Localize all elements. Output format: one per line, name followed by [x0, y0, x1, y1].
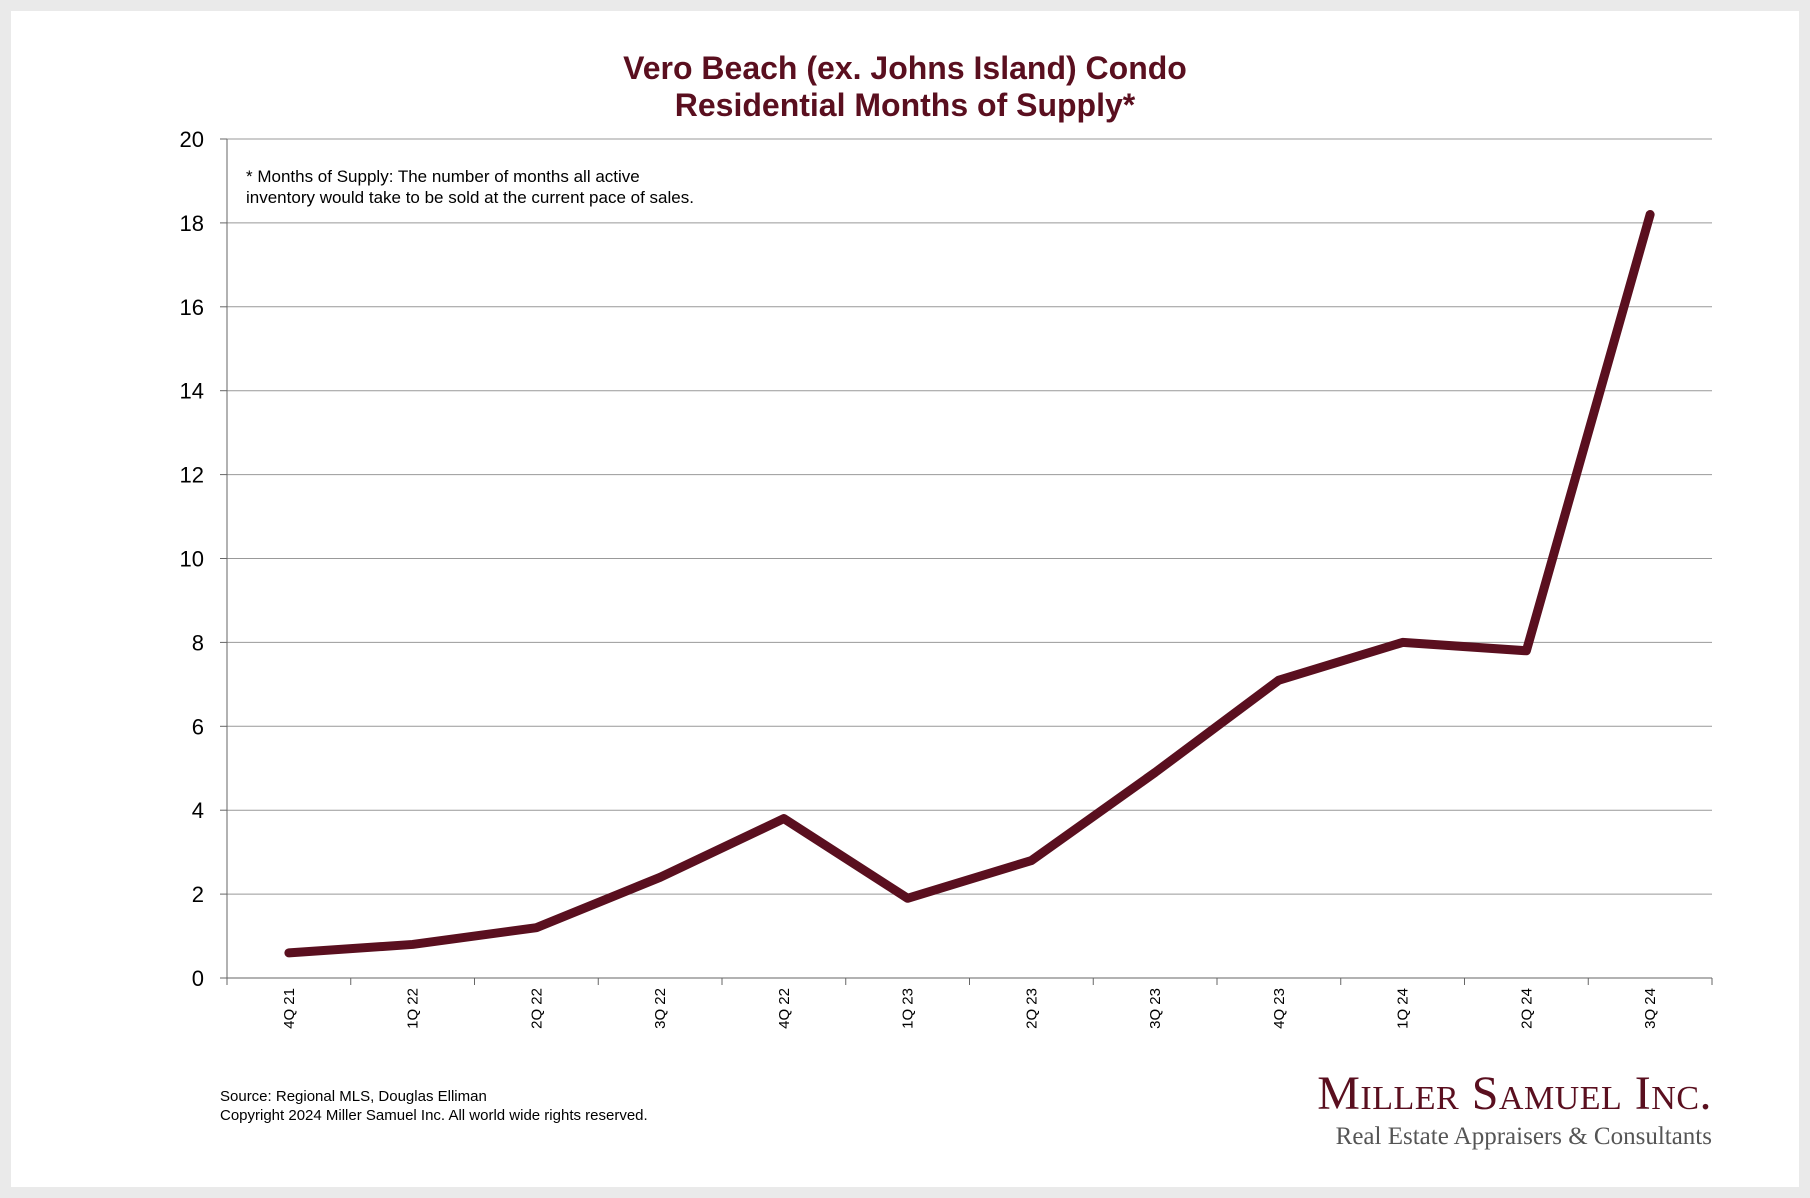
x-tick-label: 1Q 24: [1395, 988, 1412, 1029]
y-tick-label: 8: [192, 630, 204, 655]
series-line-0: [284, 210, 1655, 958]
x-tick-label: 2Q 22: [528, 988, 545, 1029]
y-tick-label: 6: [192, 714, 204, 739]
chart-title-line-2: Residential Months of Supply*: [674, 87, 1136, 123]
axes: [220, 138, 1713, 985]
x-tick-label: 2Q 24: [1518, 988, 1535, 1029]
chart-title-line-1: Vero Beach (ex. Johns Island) Condo: [623, 50, 1187, 86]
x-axis-ticks: 4Q 21 1Q 22 2Q 22 3Q 22 4Q 22 1Q 23 2Q 23 3Q 23…: [281, 988, 1659, 1029]
y-tick-label: 20: [180, 127, 204, 152]
x-tick-label: 4Q 23: [1271, 988, 1288, 1029]
x-tick-label: 4Q 21: [281, 988, 298, 1029]
logo-name: Miller Samuel Inc.: [1317, 1067, 1712, 1120]
source-note: Source: Regional MLS, Douglas Elliman Co…: [220, 1087, 648, 1125]
x-tick-label: 3Q 23: [1147, 988, 1164, 1029]
footnote: * Months of Supply: The number of months…: [246, 166, 694, 208]
y-tick-label: 10: [180, 547, 204, 572]
company-logo: Miller Samuel Inc. Real Estate Appraiser…: [1317, 1068, 1712, 1152]
y-tick-label: 2: [192, 882, 204, 907]
y-tick-label: 18: [180, 211, 204, 236]
chart-frame: [11, 11, 1799, 1187]
x-tick-label: 3Q 24: [1642, 988, 1659, 1029]
y-tick-label: 14: [180, 379, 204, 404]
x-tick-label: 2Q 23: [1023, 988, 1040, 1029]
footnote-line-1: * Months of Supply: The number of months…: [246, 167, 640, 186]
y-tick-label: 0: [192, 966, 204, 991]
grid-lines: [227, 138, 1712, 895]
footnote-line-2: inventory would take to be sold at the c…: [246, 188, 694, 207]
y-tick-label: 4: [192, 798, 204, 823]
x-tick-label: 1Q 23: [900, 988, 917, 1029]
logo-tagline: Real Estate Appraisers & Consultants: [1335, 1123, 1712, 1150]
source-line: Source: Regional MLS, Douglas Elliman: [220, 1088, 487, 1105]
x-tick-label: 4Q 22: [776, 988, 793, 1029]
y-tick-label: 16: [180, 295, 204, 320]
x-tick-label: 1Q 22: [405, 988, 422, 1029]
y-tick-label: 12: [180, 463, 204, 488]
copyright-line: Copyright 2024 Miller Samuel Inc. All wo…: [220, 1107, 648, 1124]
x-tick-label: 3Q 22: [652, 988, 669, 1029]
series: [284, 210, 1655, 958]
y-axis-ticks: 0 2 4 6 8 10 12 14 16 18 20: [180, 127, 204, 991]
